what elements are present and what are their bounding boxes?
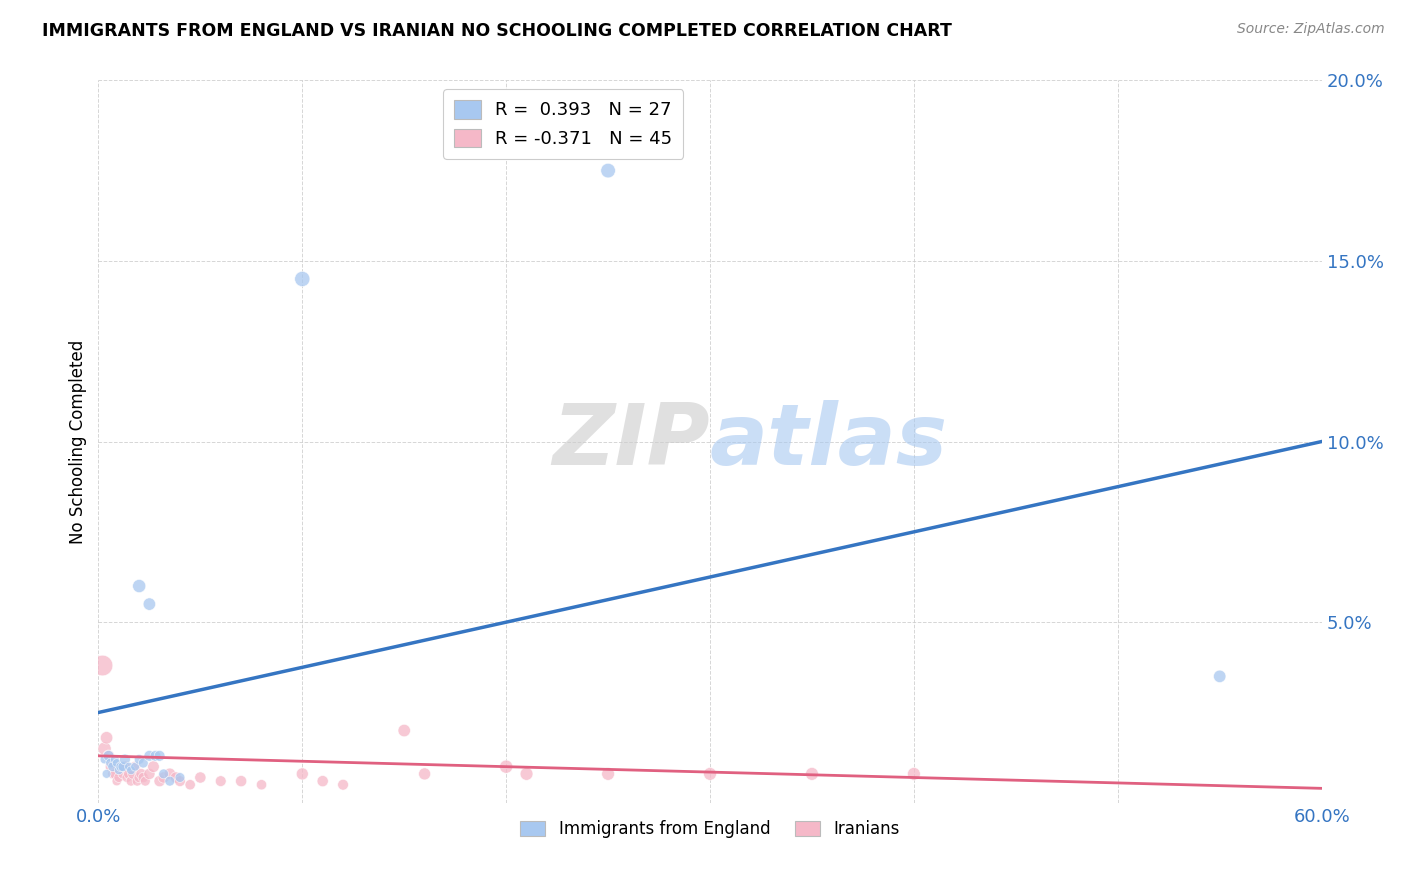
Point xyxy=(1209,669,1232,683)
Point xyxy=(134,774,156,789)
Point xyxy=(120,774,142,789)
Point xyxy=(118,767,141,781)
Point xyxy=(801,767,824,781)
Point xyxy=(165,771,187,785)
Point xyxy=(111,767,134,781)
Point xyxy=(169,771,191,785)
Point xyxy=(209,774,232,789)
Point xyxy=(598,163,620,178)
Point xyxy=(231,774,253,789)
Point xyxy=(93,741,115,756)
Point xyxy=(138,597,160,611)
Point xyxy=(97,748,120,763)
Point xyxy=(903,767,925,781)
Y-axis label: No Schooling Completed: No Schooling Completed xyxy=(69,340,87,543)
Point xyxy=(110,760,132,774)
Point xyxy=(114,760,136,774)
Point xyxy=(152,771,174,785)
Point xyxy=(96,731,118,745)
Text: atlas: atlas xyxy=(710,400,948,483)
Point xyxy=(115,771,138,785)
Point xyxy=(516,767,538,781)
Point xyxy=(159,767,181,781)
Point xyxy=(91,658,114,673)
Point xyxy=(100,760,122,774)
Point xyxy=(93,752,115,766)
Point xyxy=(127,774,149,789)
Point xyxy=(392,723,416,738)
Point xyxy=(124,760,146,774)
Point xyxy=(495,760,517,774)
Point xyxy=(413,767,436,781)
Point xyxy=(110,760,132,774)
Point xyxy=(142,760,165,774)
Point xyxy=(159,774,181,789)
Point xyxy=(104,752,127,766)
Point xyxy=(132,771,155,785)
Point xyxy=(250,778,273,792)
Point xyxy=(120,764,142,778)
Point xyxy=(699,767,721,781)
Point xyxy=(598,767,620,781)
Point xyxy=(152,767,174,781)
Point xyxy=(105,774,128,789)
Text: Source: ZipAtlas.com: Source: ZipAtlas.com xyxy=(1237,22,1385,37)
Point xyxy=(149,774,172,789)
Point xyxy=(111,760,134,774)
Point xyxy=(179,778,201,792)
Point xyxy=(97,748,120,763)
Point xyxy=(114,752,136,766)
Point xyxy=(312,774,335,789)
Point xyxy=(104,767,127,781)
Point xyxy=(100,756,122,770)
Point xyxy=(145,748,167,763)
Point xyxy=(128,771,150,785)
Point xyxy=(188,771,212,785)
Point xyxy=(101,760,124,774)
Point xyxy=(129,767,152,781)
Point xyxy=(291,767,314,781)
Point xyxy=(128,579,150,593)
Point xyxy=(291,272,314,286)
Point xyxy=(105,756,128,770)
Point xyxy=(332,778,354,792)
Point xyxy=(138,748,160,763)
Legend: Immigrants from England, Iranians: Immigrants from England, Iranians xyxy=(513,814,907,845)
Point xyxy=(101,767,124,781)
Point xyxy=(108,771,131,785)
Text: ZIP: ZIP xyxy=(553,400,710,483)
Point xyxy=(138,767,160,781)
Point xyxy=(128,752,150,766)
Point xyxy=(169,774,191,789)
Point xyxy=(118,760,141,774)
Point xyxy=(132,756,155,770)
Point xyxy=(122,767,145,781)
Point xyxy=(108,764,131,778)
Point xyxy=(96,767,118,781)
Point xyxy=(149,748,172,763)
Text: IMMIGRANTS FROM ENGLAND VS IRANIAN NO SCHOOLING COMPLETED CORRELATION CHART: IMMIGRANTS FROM ENGLAND VS IRANIAN NO SC… xyxy=(42,22,952,40)
Point xyxy=(124,760,146,774)
